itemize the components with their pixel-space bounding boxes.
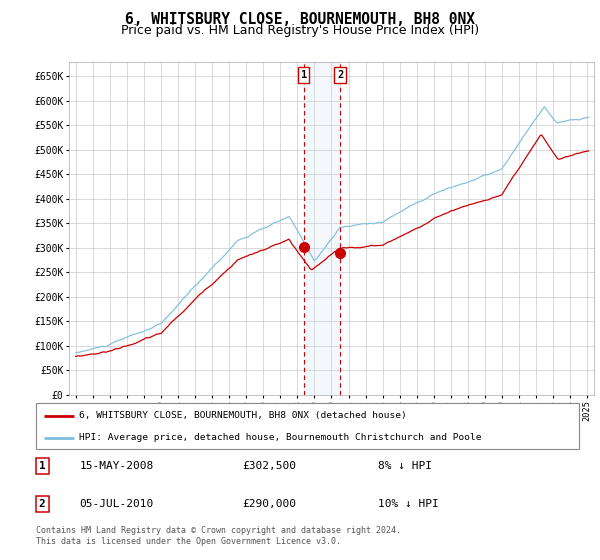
Text: 1: 1 — [39, 461, 46, 472]
Text: HPI: Average price, detached house, Bournemouth Christchurch and Poole: HPI: Average price, detached house, Bour… — [79, 433, 482, 442]
Text: 2: 2 — [39, 500, 46, 509]
Text: 1: 1 — [301, 70, 307, 80]
Text: 2: 2 — [337, 70, 343, 80]
Text: 05-JUL-2010: 05-JUL-2010 — [79, 500, 154, 509]
Text: Contains HM Land Registry data © Crown copyright and database right 2024.
This d: Contains HM Land Registry data © Crown c… — [36, 526, 401, 546]
Text: 10% ↓ HPI: 10% ↓ HPI — [378, 500, 439, 509]
Text: 6, WHITSBURY CLOSE, BOURNEMOUTH, BH8 0NX (detached house): 6, WHITSBURY CLOSE, BOURNEMOUTH, BH8 0NX… — [79, 411, 407, 420]
Text: 15-MAY-2008: 15-MAY-2008 — [79, 461, 154, 472]
FancyBboxPatch shape — [36, 403, 579, 449]
Text: Price paid vs. HM Land Registry's House Price Index (HPI): Price paid vs. HM Land Registry's House … — [121, 24, 479, 37]
Text: £290,000: £290,000 — [242, 500, 296, 509]
Text: 8% ↓ HPI: 8% ↓ HPI — [378, 461, 432, 472]
Bar — [304, 62, 340, 395]
Text: £302,500: £302,500 — [242, 461, 296, 472]
Text: 6, WHITSBURY CLOSE, BOURNEMOUTH, BH8 0NX: 6, WHITSBURY CLOSE, BOURNEMOUTH, BH8 0NX — [125, 12, 475, 27]
